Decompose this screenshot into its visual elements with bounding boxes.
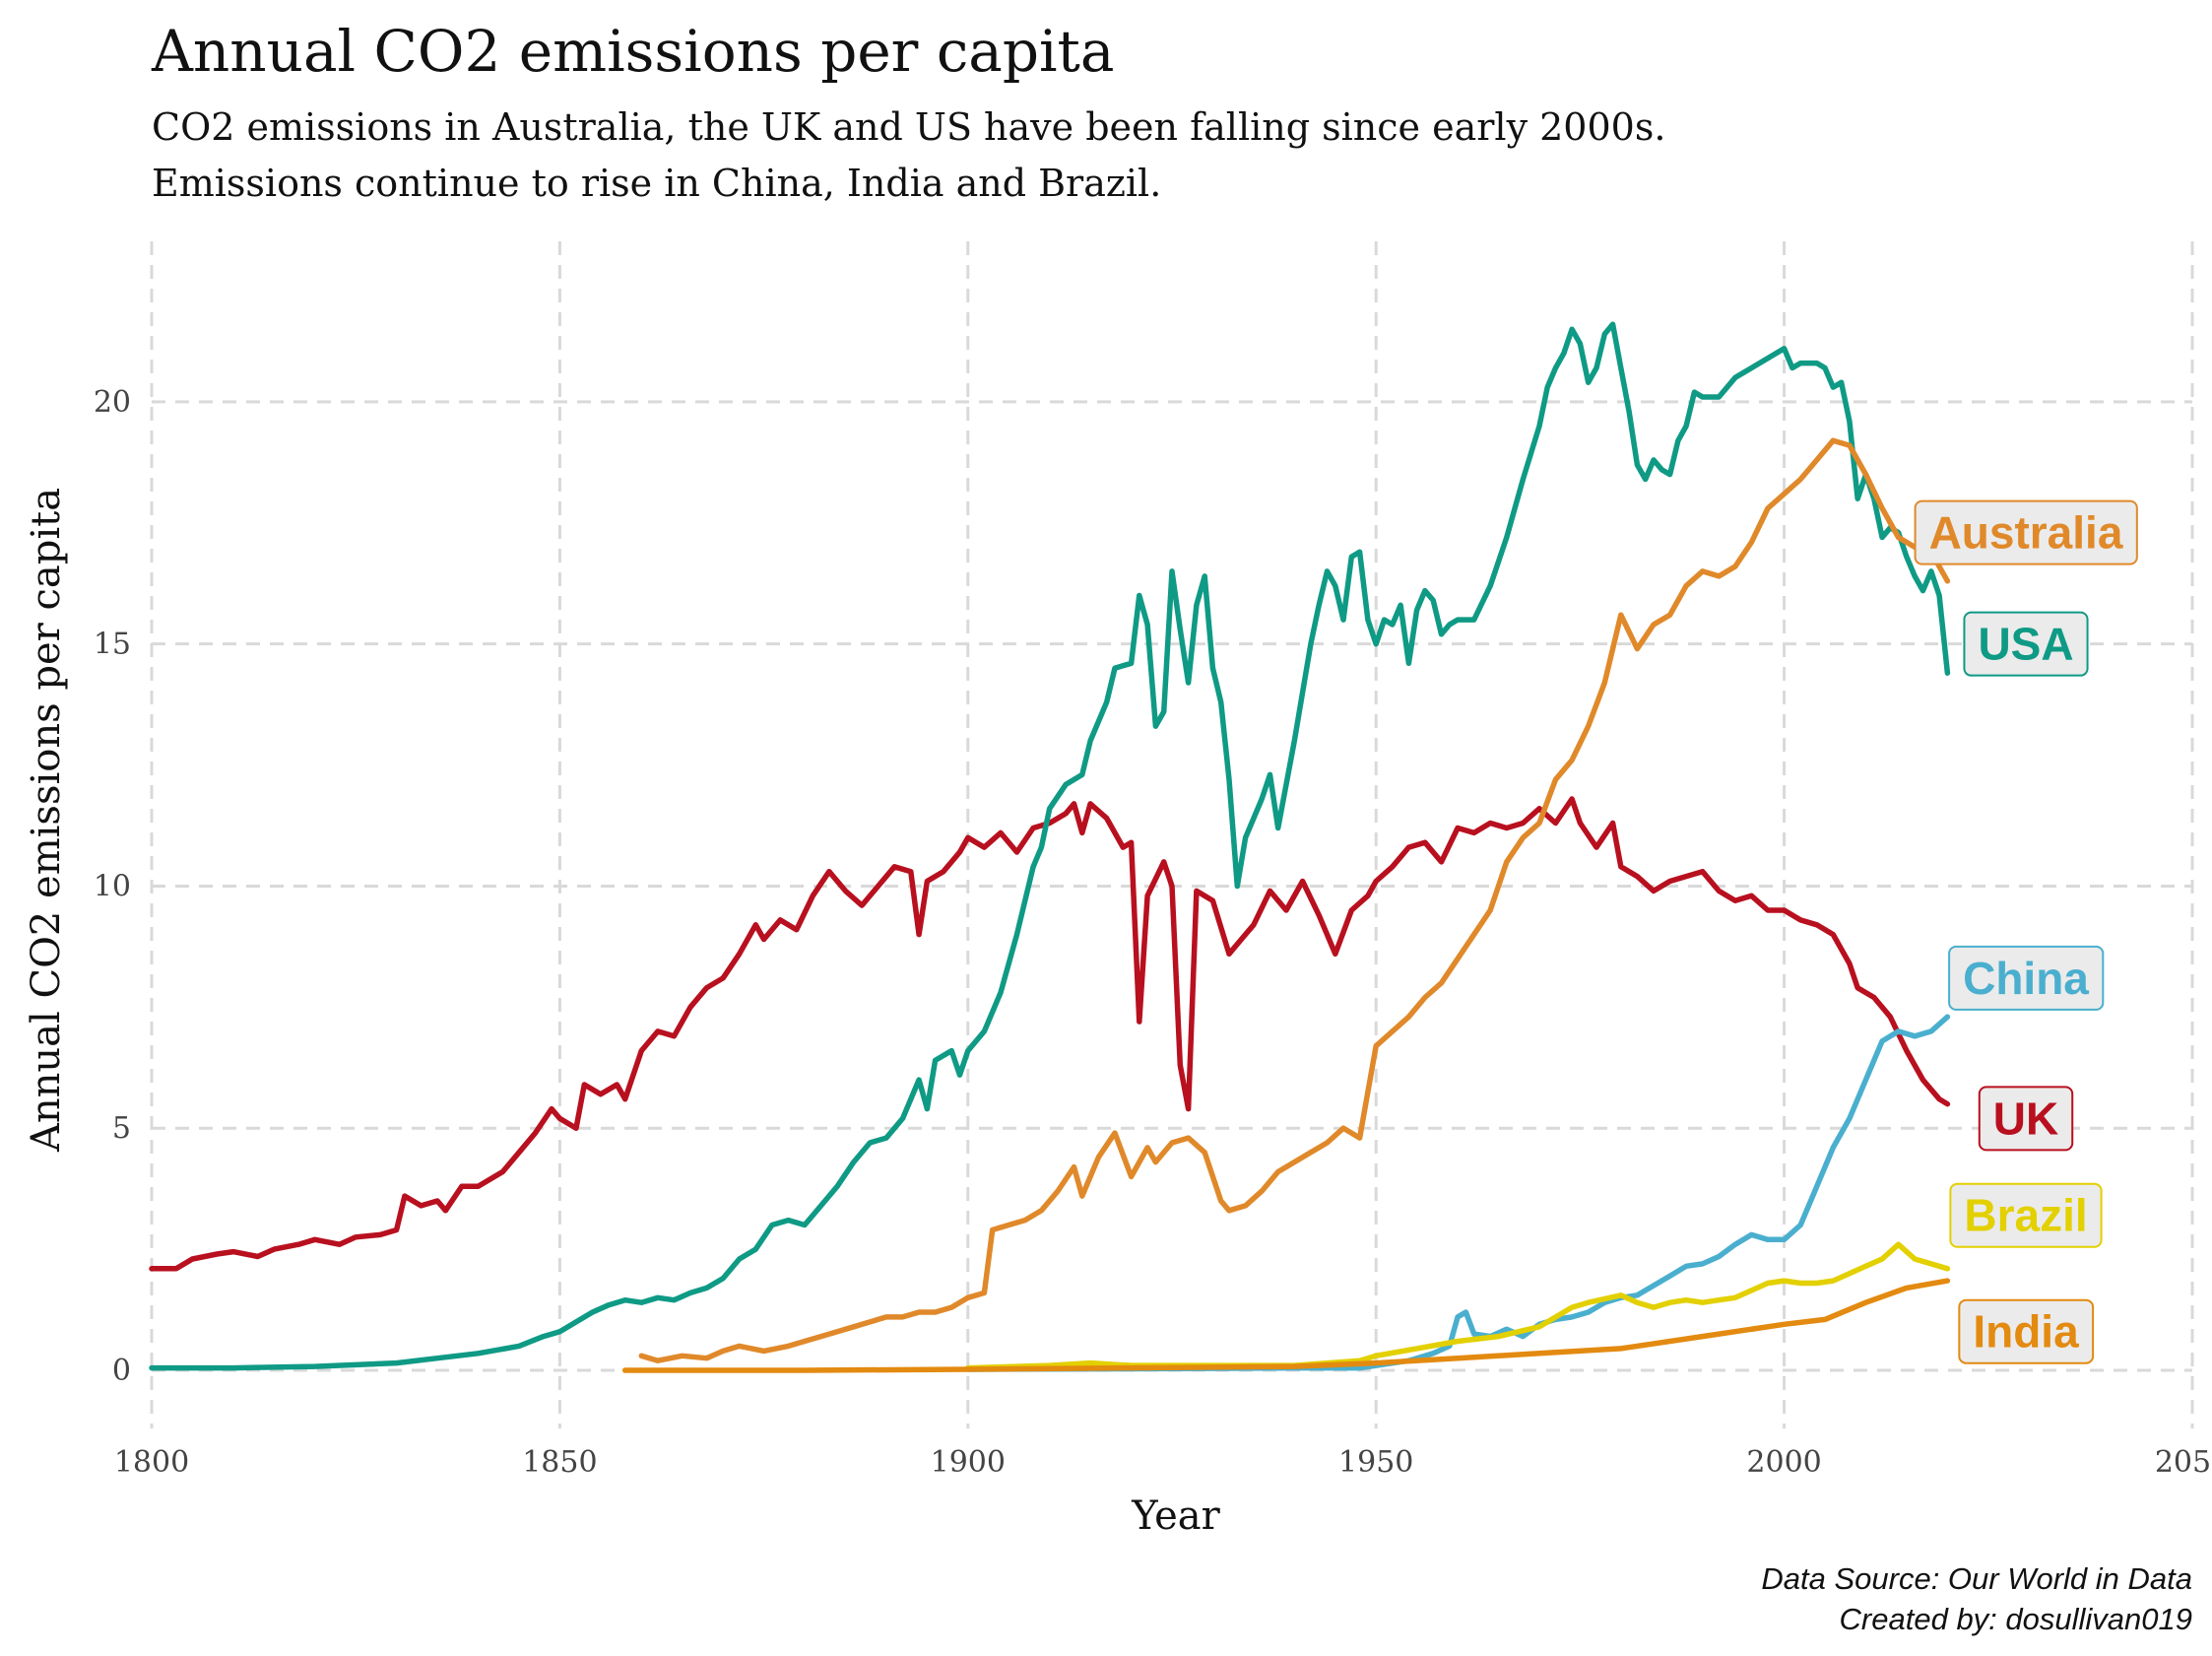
series-label-china: China [1948, 945, 2105, 1011]
series-label-box-china [1948, 945, 2105, 1011]
caption-created-by: Created by: dosullivan019 [1840, 1602, 2192, 1636]
series-line-usa [149, 321, 1951, 1371]
y-tick-label-10: 10 [94, 869, 131, 903]
series-line-china [965, 1014, 1951, 1372]
series-label-text-china: China [1963, 953, 2089, 1004]
series-label-usa: USA [1963, 611, 2089, 677]
series-label-text-usa: USA [1978, 619, 2073, 670]
series-label-australia: Australia [1914, 499, 2138, 565]
y-axis-title: Annual CO2 emissions per capita [24, 488, 69, 1153]
x-tick-label-1850: 1850 [522, 1445, 597, 1480]
series-label-box-brazil [1949, 1182, 2103, 1248]
x-tick-label-2000: 2000 [1746, 1445, 1821, 1480]
series-label-box-australia [1914, 499, 2138, 565]
y-tick-label-5: 5 [112, 1111, 131, 1146]
grid-layer [150, 241, 2194, 1428]
series-label-text-australia: Australia [1929, 507, 2123, 559]
series-label-box-uk [1978, 1086, 2074, 1152]
chart-subtitle-line-2: Emissions continue to rise in China, Ind… [152, 162, 1161, 205]
y-tick-label-0: 0 [112, 1354, 131, 1388]
series-line-brazil [965, 1241, 1951, 1371]
series-label-india: India [1958, 1298, 2095, 1364]
chart-subtitle-line-1: CO2 emissions in Australia, the UK and U… [152, 105, 1665, 149]
series-label-uk: UK [1978, 1086, 2074, 1152]
series-line-australia [638, 437, 1951, 1363]
series-label-text-india: India [1973, 1306, 2079, 1358]
label-layer: UK USA Australia China Brazil India [1914, 499, 2138, 1364]
x-tick-label-1950: 1950 [1338, 1445, 1413, 1480]
series-line-uk [149, 796, 1951, 1272]
series-label-box-india [1958, 1298, 2095, 1364]
x-axis-title: Year [1131, 1493, 1220, 1539]
y-tick-label-15: 15 [94, 628, 131, 662]
series-line-india [621, 1278, 1951, 1373]
y-tick-label-20: 20 [94, 385, 131, 420]
series-label-brazil: Brazil [1949, 1182, 2103, 1248]
series-label-box-usa [1963, 611, 2089, 677]
series-label-text-uk: UK [1993, 1093, 2058, 1144]
caption-data-source: Data Source: Our World in Data [1761, 1561, 2192, 1596]
series-layer [149, 321, 1951, 1373]
series-label-text-brazil: Brazil [1964, 1190, 2087, 1241]
x-tick-label-1800: 1800 [114, 1445, 189, 1480]
chart-title: Annual CO2 emissions per capita [151, 18, 1114, 85]
x-tick-label-1900: 1900 [931, 1445, 1006, 1480]
